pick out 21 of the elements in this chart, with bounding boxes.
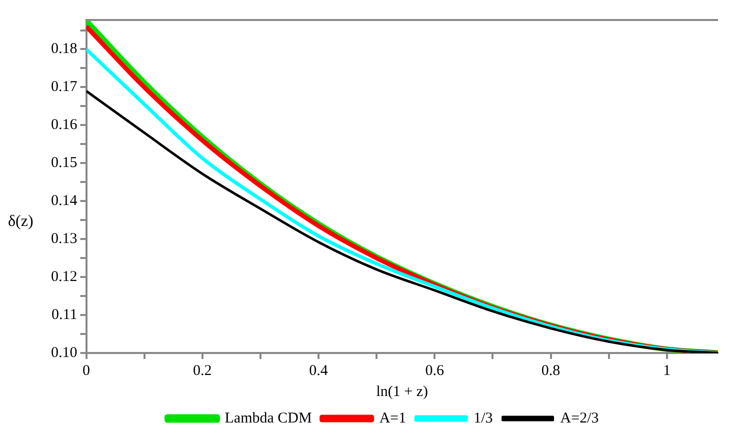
x-axis-title: ln(1 + z): [376, 384, 428, 400]
legend-label: Lambda CDM: [224, 410, 312, 426]
y-tick-label: 0.11: [52, 306, 78, 323]
y-tick-label: 0.14: [51, 193, 78, 210]
y-tick-label: 0.13: [51, 231, 78, 248]
x-tick-label: 0: [82, 362, 90, 379]
x-tick-label: 0.8: [541, 362, 560, 379]
legend-label: A=1: [379, 410, 406, 426]
y-tick-label: 0.12: [51, 268, 78, 285]
x-tick-label: 0.4: [309, 362, 328, 379]
y-tick-label: 0.10: [51, 344, 78, 361]
y-tick-label: 0.16: [51, 117, 78, 134]
y-tick-label: 0.17: [51, 79, 78, 96]
y-axis-title: δ(z): [8, 213, 34, 231]
y-tick-label: 0.18: [51, 41, 78, 58]
legend-label: A=2/3: [560, 410, 599, 426]
x-tick-label: 0.2: [193, 362, 212, 379]
legend-label: 1/3: [474, 410, 493, 426]
x-tick-label: 0.6: [425, 362, 445, 379]
x-tick-label: 1: [663, 362, 671, 379]
y-tick-label: 0.15: [51, 155, 78, 172]
